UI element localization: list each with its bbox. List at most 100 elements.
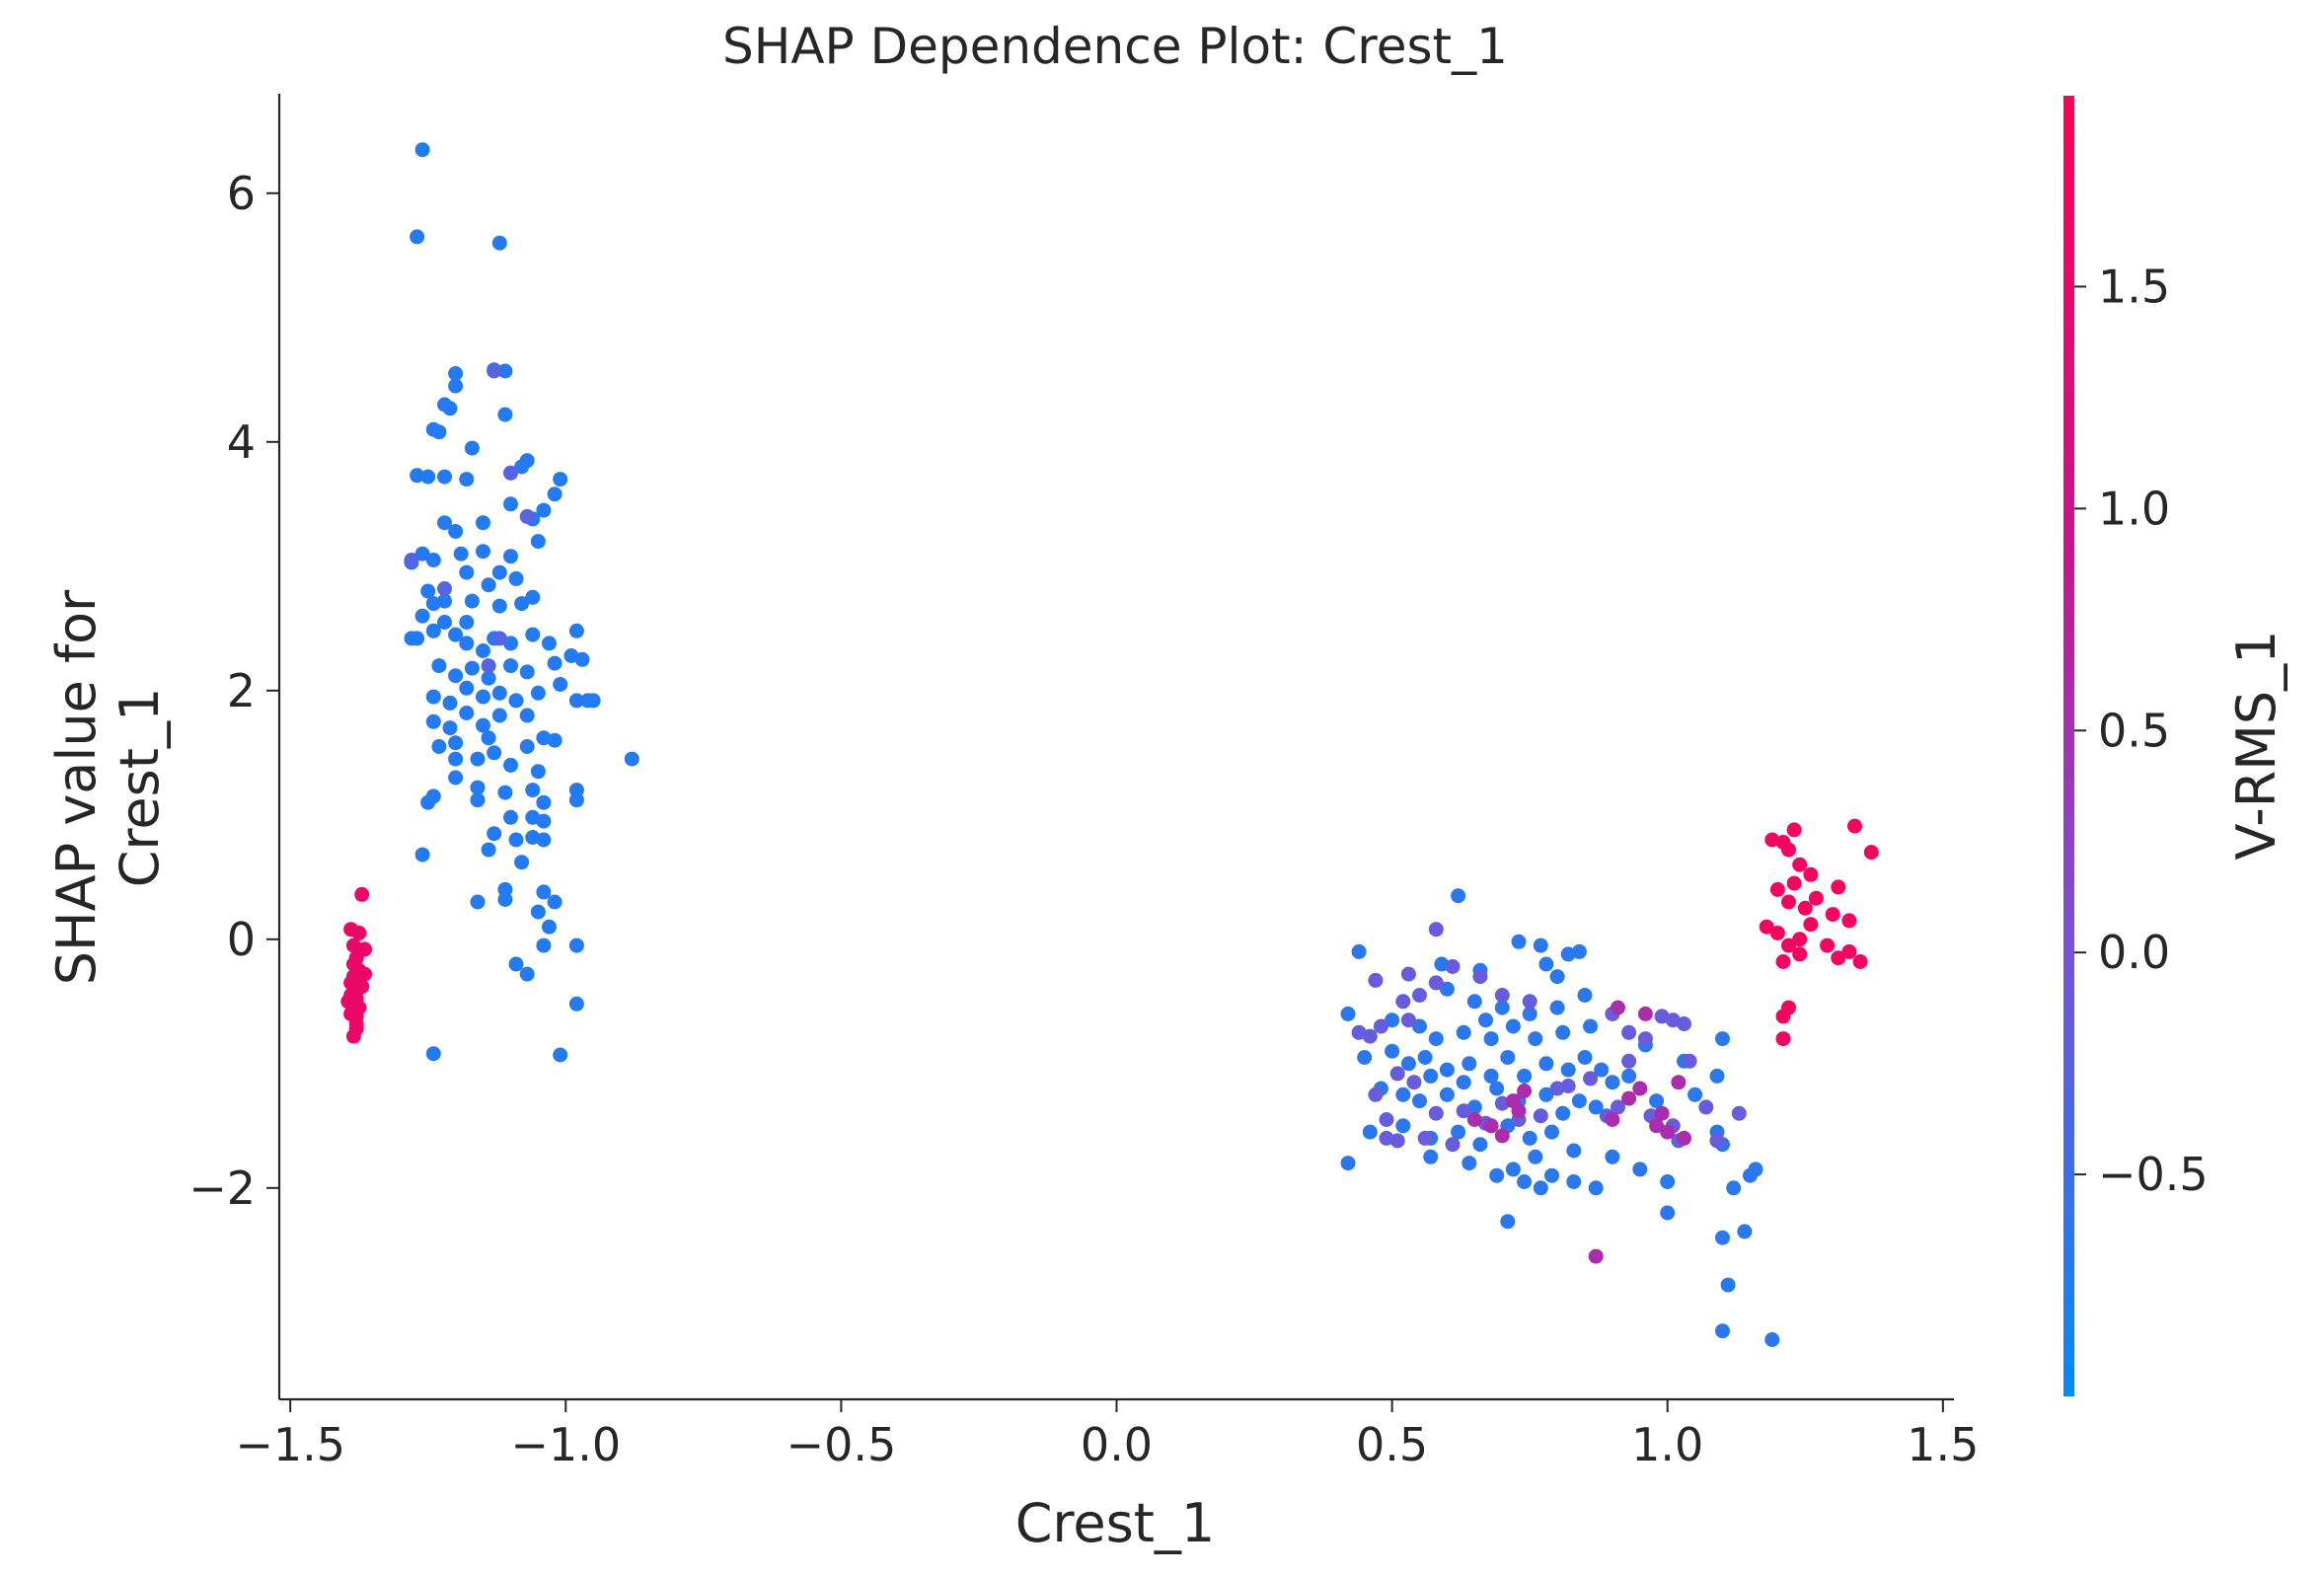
- data-point: [1340, 1156, 1356, 1171]
- data-point: [1544, 1167, 1559, 1183]
- data-point: [1423, 1149, 1439, 1164]
- data-point: [1466, 1112, 1482, 1127]
- data-point: [536, 794, 552, 810]
- data-point: [1456, 1075, 1471, 1090]
- data-point: [1621, 1024, 1637, 1040]
- data-point: [1797, 900, 1813, 916]
- data-point: [530, 534, 546, 550]
- data-point: [1423, 1068, 1439, 1084]
- data-point: [1439, 981, 1455, 997]
- data-point: [481, 842, 496, 858]
- scatter-points: [340, 142, 1879, 1347]
- x-tick-label: 0.0: [1081, 1418, 1153, 1471]
- data-point: [530, 904, 546, 920]
- data-point: [519, 453, 535, 469]
- data-point: [1566, 1143, 1582, 1159]
- data-point: [448, 751, 464, 767]
- data-point: [1412, 1018, 1427, 1034]
- data-point: [1357, 1050, 1373, 1065]
- data-point: [1786, 875, 1802, 891]
- data-point: [459, 564, 475, 580]
- data-point: [1472, 1137, 1488, 1153]
- data-point: [481, 670, 496, 686]
- data-point: [1533, 1108, 1548, 1124]
- data-point: [464, 593, 480, 609]
- data-point: [503, 549, 518, 564]
- data-point: [568, 792, 584, 808]
- data-point: [1549, 1000, 1565, 1015]
- data-point: [1764, 1332, 1780, 1347]
- data-point: [1489, 1167, 1505, 1183]
- data-point: [503, 636, 518, 651]
- data-point: [425, 623, 441, 638]
- data-point: [1632, 1081, 1648, 1096]
- data-point: [1764, 832, 1780, 848]
- data-point: [1748, 1162, 1763, 1177]
- data-point: [514, 855, 530, 870]
- data-point: [1466, 994, 1482, 1010]
- colorbar: [2063, 96, 2074, 1396]
- data-point: [1863, 845, 1879, 861]
- data-point: [1494, 988, 1510, 1003]
- colorbar-label: V-RMS_1: [2225, 630, 2287, 860]
- data-point: [1649, 1093, 1665, 1109]
- data-point: [476, 689, 490, 705]
- data-point: [1841, 913, 1857, 929]
- data-point: [568, 938, 584, 953]
- y-tick-label: 0: [227, 913, 256, 966]
- data-point: [1687, 1087, 1703, 1102]
- data-point: [1792, 857, 1808, 872]
- data-point: [1737, 1224, 1753, 1239]
- data-point: [1709, 1133, 1725, 1149]
- x-tick-label: −1.5: [235, 1418, 345, 1471]
- data-point: [1808, 890, 1824, 906]
- data-point: [568, 693, 584, 709]
- data-point: [1462, 1056, 1477, 1072]
- data-point: [448, 668, 464, 684]
- data-point: [1555, 1105, 1571, 1121]
- data-point: [1781, 938, 1796, 953]
- y-tick-label: −2: [188, 1162, 256, 1215]
- data-point: [414, 546, 430, 562]
- data-point: [1522, 1006, 1537, 1021]
- data-point: [1605, 1075, 1620, 1090]
- data-point: [519, 708, 535, 723]
- data-point: [1373, 1018, 1388, 1034]
- data-point: [1852, 954, 1868, 969]
- data-point: [1560, 946, 1576, 962]
- data-point: [414, 847, 430, 862]
- data-point: [1786, 822, 1802, 838]
- data-point: [431, 424, 447, 440]
- data-point: [487, 826, 502, 842]
- data-point: [1792, 946, 1808, 962]
- chart-title: SHAP Dependence Plot: Crest_1: [722, 18, 1508, 75]
- data-point: [1792, 932, 1808, 947]
- data-point: [1533, 1180, 1548, 1196]
- data-point: [1588, 1099, 1604, 1115]
- data-point: [481, 730, 496, 746]
- data-point: [547, 655, 562, 671]
- data-point: [1637, 1006, 1653, 1021]
- data-point: [1731, 1105, 1747, 1121]
- data-point: [348, 1009, 364, 1024]
- data-point: [1505, 1162, 1521, 1177]
- data-point: [453, 546, 469, 562]
- data-point: [497, 892, 513, 907]
- data-point: [1769, 926, 1785, 940]
- data-point: [1379, 1130, 1394, 1146]
- data-point: [574, 651, 590, 667]
- data-point: [464, 440, 480, 456]
- data-point: [1538, 1087, 1554, 1102]
- data-point: [1362, 1124, 1378, 1140]
- data-point: [1428, 922, 1444, 938]
- data-point: [1660, 1124, 1676, 1140]
- data-point: [437, 515, 452, 531]
- data-point: [508, 832, 524, 848]
- data-point: [1775, 1009, 1791, 1024]
- data-point: [1428, 1031, 1444, 1047]
- data-point: [1445, 959, 1461, 974]
- data-point: [404, 553, 419, 567]
- x-tick-label: 1.0: [1631, 1418, 1703, 1471]
- data-point: [530, 685, 546, 701]
- data-point: [425, 553, 441, 567]
